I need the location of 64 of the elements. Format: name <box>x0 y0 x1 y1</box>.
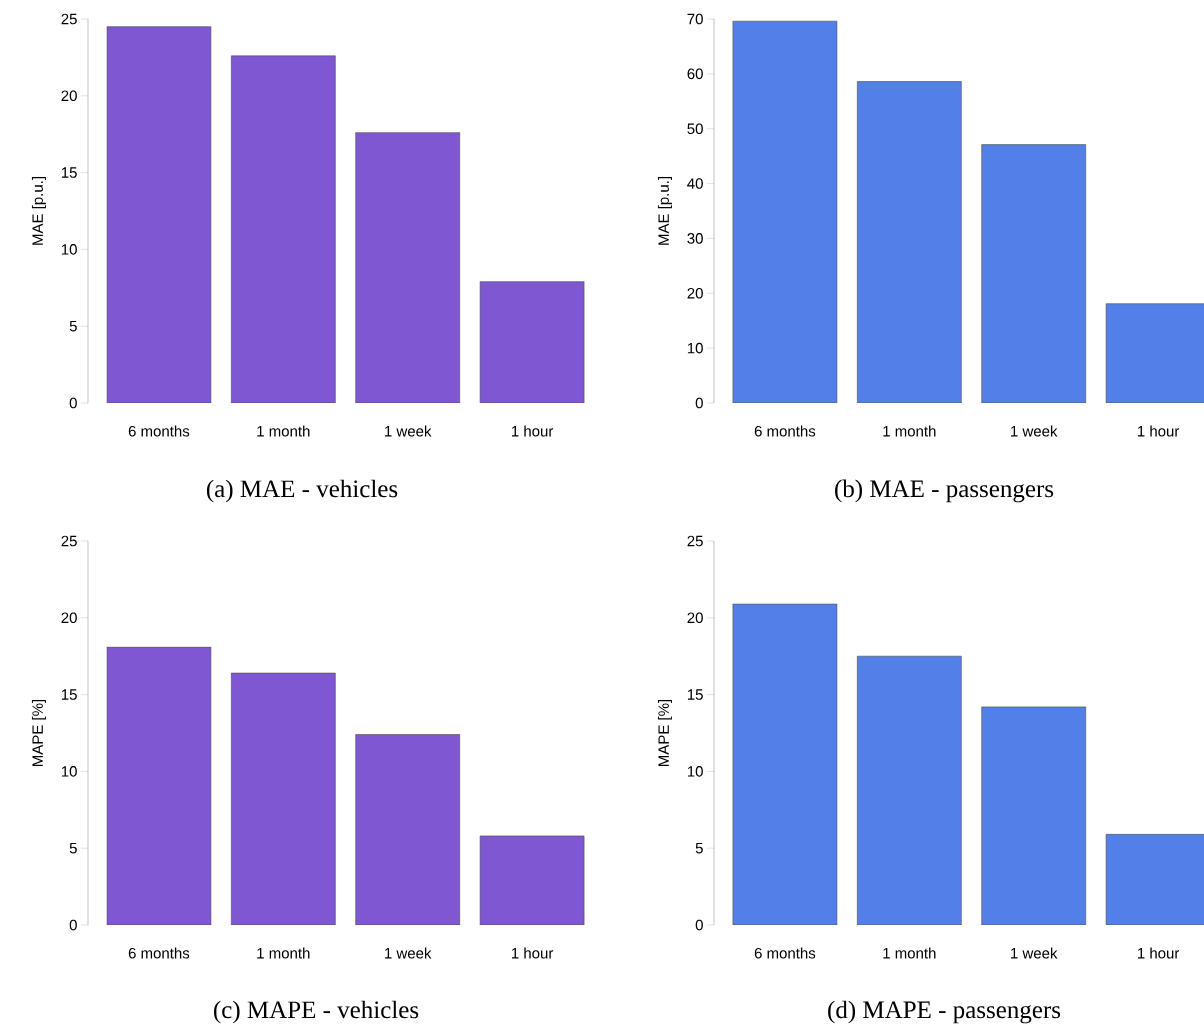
x-tick-label: 1 month <box>257 947 310 959</box>
bar <box>355 734 460 926</box>
text: (a) MAE - vehicles <box>206 479 398 503</box>
y-tick-label: 15 <box>687 689 703 700</box>
y-tick-label: 5 <box>69 321 77 332</box>
y-tick-label: 0 <box>69 397 77 409</box>
y-tick-label: 20 <box>61 612 77 624</box>
x-tick-label: 1 hour <box>1138 425 1180 437</box>
y-tick-label: 10 <box>687 766 703 777</box>
x-tick-label: 1 week <box>1011 425 1058 437</box>
bar <box>231 55 336 404</box>
y-tick-label: 5 <box>69 843 77 854</box>
y-axis-title: MAE [p.u.] <box>31 177 46 245</box>
text: (d) MAPE - passengers <box>828 1000 1061 1024</box>
x-tick-label: 1 hour <box>511 947 554 959</box>
y-tick-label: 40 <box>687 178 703 190</box>
x-tick-label: 1 hour <box>511 425 554 437</box>
x-tick-label: 6 months <box>128 425 190 437</box>
y-tick-label: 5 <box>695 843 703 854</box>
y-tick-label: 0 <box>695 919 703 931</box>
y-tick-label: 15 <box>61 167 77 178</box>
y-tick-label: 15 <box>61 689 77 700</box>
bar <box>732 21 837 404</box>
y-tick-label: 50 <box>687 123 703 135</box>
y-tick-label: 10 <box>61 766 77 777</box>
x-tick-label: 1 month <box>257 425 310 437</box>
y-tick-label: 0 <box>69 919 77 931</box>
bar <box>479 835 585 926</box>
x-tick-label: 1 week <box>385 425 432 437</box>
x-tick-label: 1 month <box>883 425 936 437</box>
bar <box>981 707 1086 926</box>
y-tick-label: 0 <box>695 397 703 409</box>
y-tick-label: 30 <box>687 233 703 244</box>
x-tick-label: 1 week <box>385 947 432 959</box>
y-tick-label: 20 <box>687 288 703 299</box>
y-axis-title: MAPE [%] <box>657 700 672 767</box>
y-tick-label: 25 <box>61 13 77 25</box>
bar <box>355 132 460 404</box>
bar <box>106 26 211 404</box>
y-tick-label: 20 <box>687 612 703 624</box>
bar <box>857 656 962 926</box>
bar <box>857 81 962 404</box>
y-tick-label: 60 <box>687 68 703 80</box>
y-tick-label: 10 <box>61 244 77 255</box>
bar <box>732 604 837 926</box>
y-tick-label: 20 <box>61 90 77 102</box>
y-tick-label: 25 <box>687 535 703 547</box>
x-tick-label: 6 months <box>754 947 816 959</box>
x-tick-label: 6 months <box>128 947 190 959</box>
text: (b) MAE - passengers <box>835 479 1054 503</box>
y-tick-label: 70 <box>687 13 703 25</box>
y-axis-title: MAE [p.u.] <box>657 177 672 245</box>
y-tick-label: 25 <box>61 535 77 547</box>
y-axis-title: MAPE [%] <box>31 700 46 767</box>
x-tick-label: 1 month <box>883 947 936 959</box>
bar <box>106 647 211 926</box>
text: (c) MAPE - vehicles <box>214 1000 419 1024</box>
y-tick-label: 10 <box>687 342 703 354</box>
x-tick-label: 1 hour <box>1138 947 1180 959</box>
bar <box>479 281 585 404</box>
bar <box>981 144 1086 404</box>
x-tick-label: 1 week <box>1011 947 1058 959</box>
x-tick-label: 6 months <box>754 425 816 437</box>
bar <box>231 673 336 926</box>
